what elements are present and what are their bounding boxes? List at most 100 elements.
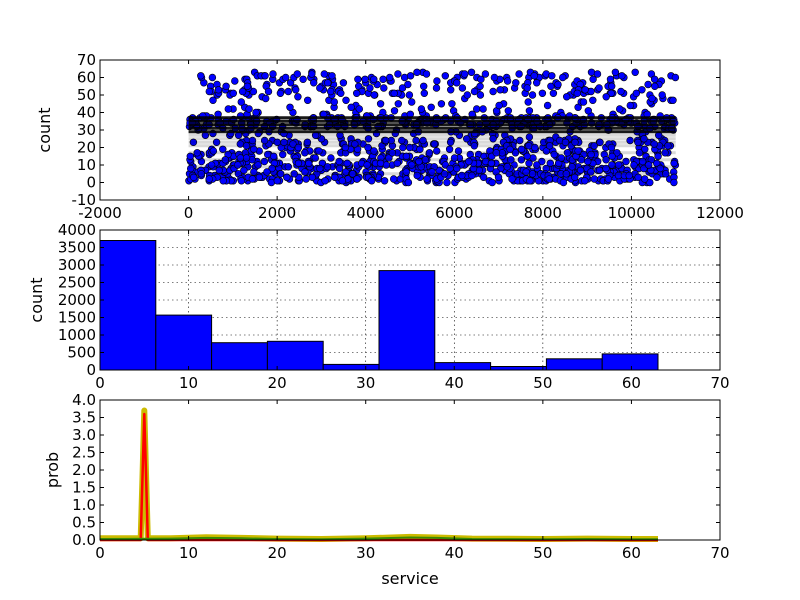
- scatter-point: [525, 107, 534, 115]
- scatter-point: [606, 75, 615, 84]
- scatter-point: [602, 164, 610, 173]
- scatter-point: [650, 75, 659, 84]
- scatter-point: [440, 170, 449, 178]
- scatter-dense-band: [188, 172, 676, 176]
- scatter-point: [508, 175, 516, 183]
- scatter-point: [528, 170, 537, 178]
- scatter-point: [530, 72, 538, 80]
- scatter-point: [523, 84, 531, 92]
- scatter-point: [311, 154, 319, 162]
- histogram-ytick-label: 2500: [58, 274, 96, 292]
- scatter-point: [447, 86, 455, 94]
- scatter-point: [511, 149, 520, 157]
- scatter-point: [405, 91, 414, 99]
- scatter-point: [618, 72, 626, 80]
- scatter-ytick-label: -10: [72, 191, 97, 209]
- density-xtick-label: 30: [356, 544, 375, 562]
- scatter-point: [453, 164, 461, 173]
- histogram-ticks: 0 10 20 30 40 50 60 700500100015002000250030003…: [58, 221, 730, 392]
- scatter-point: [283, 173, 291, 182]
- histogram-xtick-label: 60: [622, 374, 641, 392]
- scatter-point: [404, 80, 412, 89]
- scatter-point: [260, 136, 269, 145]
- scatter-point: [237, 98, 246, 106]
- density-xtick-label: 70: [710, 544, 729, 562]
- scatter-point: [664, 142, 672, 150]
- scatter-point: [236, 154, 245, 162]
- scatter-point: [662, 170, 670, 178]
- scatter-point: [602, 156, 610, 164]
- scatter-point: [382, 136, 390, 145]
- scatter-point: [433, 147, 441, 155]
- scatter-point: [634, 138, 642, 147]
- scatter-point: [209, 147, 218, 155]
- scatter-point: [611, 68, 620, 77]
- scatter-point: [604, 175, 613, 183]
- scatter-point: [607, 82, 616, 91]
- scatter-point: [433, 77, 441, 85]
- histogram-ytick-label: 0: [86, 361, 96, 379]
- scatter-point: [670, 178, 678, 187]
- scatter-point: [670, 159, 678, 168]
- density-ytick-label: 2.5: [72, 444, 96, 462]
- scatter-point: [343, 159, 351, 168]
- scatter-dense-band: [188, 151, 676, 155]
- scatter-point: [260, 157, 269, 166]
- scatter-point: [550, 150, 558, 159]
- density-frame: [99, 399, 721, 541]
- scatter-point: [417, 105, 426, 113]
- scatter-point: [237, 177, 246, 185]
- scatter-point: [337, 89, 345, 98]
- scatter-point: [328, 72, 336, 80]
- scatter-point: [341, 143, 350, 152]
- scatter-point: [432, 84, 441, 92]
- scatter-point: [208, 73, 217, 82]
- scatter-point: [219, 145, 227, 154]
- histogram-xtick-label: 20: [268, 374, 287, 392]
- scatter-dense-band: [188, 119, 676, 123]
- scatter-point: [631, 68, 639, 77]
- scatter-point: [316, 164, 324, 173]
- scatter-point: [427, 103, 435, 112]
- scatter-point: [242, 142, 251, 150]
- density-xlabel: service: [381, 569, 438, 588]
- scatter-point: [558, 73, 567, 82]
- scatter-point: [423, 175, 431, 183]
- histogram-xtick-label: 50: [533, 374, 552, 392]
- scatter-dense-band: [188, 126, 676, 130]
- scatter-point: [632, 89, 641, 98]
- scatter-point: [504, 107, 512, 115]
- scatter-point: [364, 135, 373, 143]
- histogram-ytick-label: 3000: [58, 256, 96, 274]
- scatter-point: [290, 170, 298, 178]
- scatter-point: [596, 138, 604, 147]
- histogram-bar: [99, 240, 157, 371]
- histogram-panel: 0 10 20 30 40 50 60 700500100015002000250030003…: [27, 221, 730, 392]
- scatter-point: [547, 82, 555, 91]
- scatter-point: [186, 152, 195, 161]
- scatter-point: [437, 100, 446, 108]
- density-ytick-label: 0.5: [72, 514, 96, 532]
- scatter-point: [490, 73, 499, 82]
- scatter-point: [458, 171, 466, 180]
- scatter-point: [324, 79, 332, 87]
- scatter-ytick-label: 30: [77, 121, 96, 139]
- scatter-point: [229, 89, 238, 98]
- density-ytick-label: 1.0: [72, 496, 96, 514]
- density-series-line: [100, 407, 658, 542]
- scatter-point: [301, 149, 309, 157]
- histogram-xtick-label: 30: [356, 374, 375, 392]
- scatter-ytick-label: 70: [77, 51, 96, 69]
- scatter-point: [335, 157, 343, 166]
- scatter-point: [413, 68, 421, 77]
- scatter-point: [593, 70, 602, 78]
- scatter-ylabel: count: [35, 107, 54, 152]
- histogram-bars: [99, 240, 659, 371]
- scatter-point: [595, 84, 603, 92]
- scatter-point: [640, 175, 649, 183]
- scatter-point: [212, 138, 221, 147]
- scatter-point: [658, 91, 666, 99]
- scatter-point: [481, 70, 490, 78]
- scatter-point: [189, 138, 198, 147]
- scatter-point: [476, 82, 484, 91]
